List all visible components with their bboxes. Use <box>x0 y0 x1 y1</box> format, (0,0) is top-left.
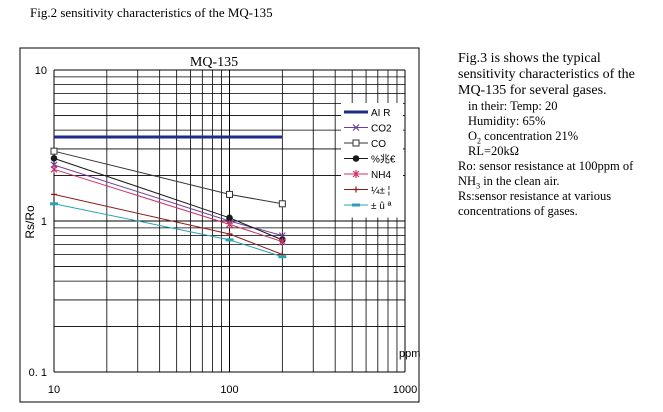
data-point <box>353 186 359 193</box>
data-point <box>51 191 57 198</box>
legend-label: %兆€ <box>371 154 396 166</box>
tick-labels: 10 100 1000 0. 1 1 10 <box>29 65 418 396</box>
description-ro: Ro: sensor resistance at 100ppm of NH3 i… <box>458 159 634 191</box>
series-3 <box>50 155 286 244</box>
data-point <box>278 200 286 208</box>
x-tick-label: 100 <box>220 384 238 396</box>
x-tick-label: 1000 <box>393 384 417 396</box>
data-point <box>352 155 360 162</box>
series-2 <box>50 147 286 208</box>
data-point <box>352 170 360 178</box>
figure-caption: Fig.2 sensitivity characteristics of the… <box>30 5 273 20</box>
legend-label: ± û ª <box>371 201 392 212</box>
legend-label: NH4 <box>371 170 391 181</box>
data-point <box>352 124 360 131</box>
legend: AI R CO2 CO %兆€ NH4 ¼± ¦ ± û ª <box>341 103 403 218</box>
data-point <box>278 237 286 246</box>
data-point <box>352 203 360 207</box>
legend-label: ¼± ¦ <box>371 185 390 197</box>
data-point <box>50 165 58 174</box>
data-point <box>226 231 233 238</box>
data-point <box>225 238 234 242</box>
description-humidity: Humidity: 65% <box>468 114 546 128</box>
legend-label: AI R <box>371 108 390 119</box>
description-intro: Fig.3 is shows the typical sensitivity c… <box>458 51 635 98</box>
y-tick-label: 10 <box>35 65 47 77</box>
description-oxygen: O2 concentration 21% <box>468 129 579 146</box>
description-panel: Fig.3 is shows the typical sensitivity c… <box>458 51 658 219</box>
data-point <box>50 155 58 162</box>
x-tick-label: 10 <box>48 384 60 396</box>
series-4 <box>50 165 286 246</box>
description-temp: in their: Temp: 20 <box>468 99 558 113</box>
chart-frame <box>19 47 420 403</box>
y-tick-label: 1 <box>41 216 47 228</box>
y-axis-label: Rs/Ro <box>23 205 37 239</box>
series-layer <box>50 135 287 259</box>
x-axis-label: ppm <box>399 348 420 360</box>
data-point <box>226 190 233 198</box>
y-tick-label: 0. 1 <box>29 367 47 379</box>
data-point <box>352 139 360 147</box>
data-point <box>226 220 233 229</box>
data-point <box>226 214 233 222</box>
legend-box <box>341 103 403 218</box>
data-point <box>50 202 58 206</box>
chart-title: MQ-135 <box>190 55 238 70</box>
description-rs: Rs:sensor resistance at various concentr… <box>458 189 612 218</box>
data-point <box>278 255 287 259</box>
series-6 <box>50 202 287 259</box>
description-rl: RL=20kΩ <box>468 144 520 158</box>
legend-label: CO <box>371 139 386 150</box>
data-point <box>50 147 58 155</box>
series-line <box>53 150 283 205</box>
series-line <box>53 168 283 243</box>
legend-label: CO2 <box>371 124 392 135</box>
